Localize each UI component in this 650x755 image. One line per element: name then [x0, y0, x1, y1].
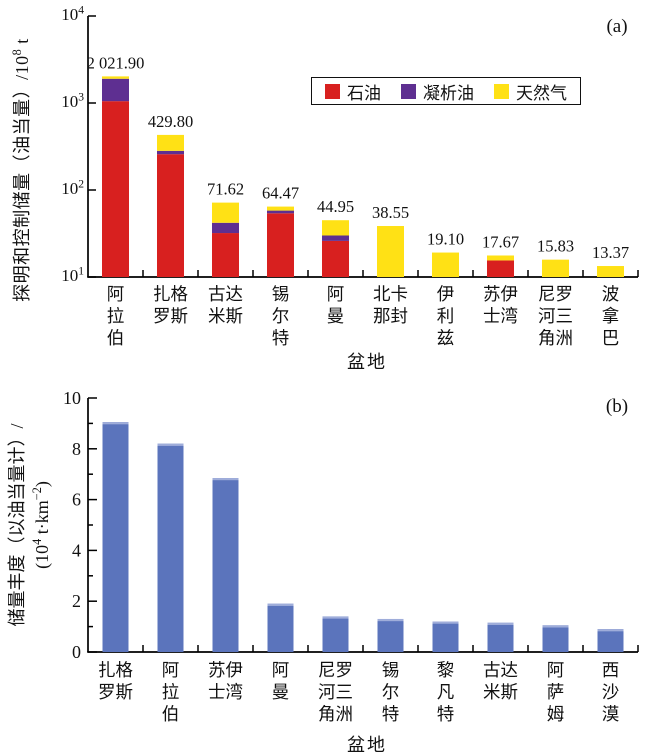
bar-value-label: 13.37 — [592, 243, 629, 262]
y-tick-label-b: 2 — [72, 591, 81, 611]
panel-b-tag: (b) — [605, 396, 629, 417]
bar-value-label: 429.80 — [148, 112, 193, 131]
y-tick-label-a: 103 — [61, 90, 84, 111]
x-axis-title-b: 盆地 — [347, 735, 387, 755]
y-tick-label-a: 104 — [61, 3, 84, 24]
x-category-label: 锡尔特 — [272, 284, 290, 348]
bar-top-highlight — [212, 478, 239, 481]
bar-value-label: 19.10 — [427, 230, 464, 249]
bar-top-highlight — [542, 625, 569, 628]
legend-swatch-gas — [494, 83, 509, 99]
bar-segment-gas — [267, 206, 294, 211]
y-tick-label-b: 8 — [72, 439, 81, 459]
x-axis-title-a: 盆地 — [347, 352, 387, 372]
bar-segment-condensate — [157, 150, 184, 155]
bar-value-label: 15.83 — [537, 237, 574, 256]
legend: 石油 凝析油 天然气 — [311, 77, 581, 105]
y-tick-label-b: 4 — [72, 540, 81, 560]
bar-segment-oil — [267, 213, 294, 277]
bar-top-highlight — [597, 629, 624, 632]
legend-item-gas: 天然气 — [494, 79, 567, 104]
bar-value-label: 2 021.90 — [87, 53, 145, 72]
x-category-label: 尼罗河三角洲 — [318, 660, 353, 724]
bar-top-highlight — [322, 616, 349, 619]
bar — [212, 478, 239, 652]
bar-segment-gas — [487, 255, 514, 261]
legend-label-oil: 石油 — [347, 83, 381, 103]
bar-top-highlight — [432, 621, 459, 624]
bar-segment-oil — [212, 233, 239, 277]
bar-segment-gas — [322, 220, 349, 236]
x-category-label: 古达米斯 — [208, 284, 243, 326]
legend-label-condensate: 凝析油 — [423, 83, 474, 103]
bar-segment-oil — [102, 101, 129, 278]
x-category-label: 伊利兹 — [437, 284, 455, 348]
bar-value-label: 38.55 — [372, 203, 409, 222]
panel-a-tag: (a) — [606, 16, 628, 37]
bar-segment-condensate — [322, 235, 349, 241]
bar-segment-gas — [432, 252, 459, 277]
y-tick-label-b: 0 — [72, 642, 81, 662]
legend-item-condensate: 凝析油 — [401, 79, 474, 104]
chart-a-plot: 2 021.90 阿拉伯 429.80 扎格罗斯 71.62 古达米斯 64.47 锡尔特 44… — [87, 15, 639, 348]
bar-segment-oil — [157, 154, 184, 277]
bar-segment-gas — [102, 76, 129, 79]
x-category-label: 扎格罗斯 — [98, 660, 133, 702]
bar-segment-condensate — [102, 78, 129, 102]
x-category-label: 黎凡特 — [437, 660, 455, 724]
bar — [432, 621, 459, 652]
bar-value-label: 44.95 — [317, 197, 354, 216]
x-category-label: 古达米斯 — [483, 660, 518, 702]
x-category-label: 阿曼 — [272, 660, 290, 702]
legend-label-gas: 天然气 — [516, 83, 567, 103]
x-category-label: 阿拉伯 — [107, 284, 125, 348]
bar-value-label: 71.62 — [207, 180, 244, 199]
legend-swatch-oil — [325, 83, 340, 99]
legend-swatch-condensate — [401, 83, 416, 99]
y-tick-label-b: 6 — [72, 490, 81, 510]
x-category-label: 苏伊士湾 — [208, 660, 243, 702]
y-tick-label-a: 102 — [61, 177, 84, 198]
bar-top-highlight — [377, 618, 404, 622]
x-category-label: 苏伊士湾 — [483, 284, 518, 326]
bar-segment-gas — [377, 226, 404, 277]
y-tick-label-b: 10 — [63, 388, 81, 408]
x-category-label: 阿拉伯 — [162, 660, 180, 724]
bar-segment-oil — [322, 240, 349, 277]
bar-segment-gas — [212, 202, 239, 223]
x-category-label: 扎格罗斯 — [153, 284, 188, 326]
x-category-label: 阿萨姆 — [547, 660, 565, 724]
bar-segment-gas — [157, 134, 184, 151]
bar — [377, 618, 404, 652]
bar-value-label: 64.47 — [262, 184, 299, 203]
y-tick-label-a: 101 — [61, 264, 84, 285]
bar-top-highlight — [487, 622, 514, 625]
bar-segment-oil — [487, 260, 514, 277]
x-category-label: 西沙漠 — [602, 660, 620, 724]
bar — [322, 616, 349, 652]
bar — [157, 443, 184, 652]
bar-top-highlight — [102, 422, 129, 425]
bar — [597, 629, 624, 652]
bar-value-label: 17.67 — [482, 232, 519, 251]
x-category-label: 北卡那封 — [373, 284, 408, 326]
bar — [542, 625, 569, 652]
x-category-label: 锡尔特 — [382, 660, 400, 724]
x-category-label: 尼罗河三角洲 — [538, 284, 573, 348]
legend-item-oil: 石油 — [325, 79, 381, 104]
bar-segment-condensate — [267, 210, 294, 214]
bar — [487, 622, 514, 652]
bar-segment-gas — [597, 266, 624, 277]
bar-segment-gas — [542, 259, 569, 277]
bar-segment-condensate — [212, 222, 239, 234]
bar-top-highlight — [267, 603, 294, 606]
x-category-label: 波拿巴 — [602, 284, 620, 348]
bar — [267, 603, 294, 652]
x-category-label: 阿曼 — [327, 284, 345, 326]
bar — [102, 422, 129, 652]
bar-top-highlight — [157, 443, 184, 446]
